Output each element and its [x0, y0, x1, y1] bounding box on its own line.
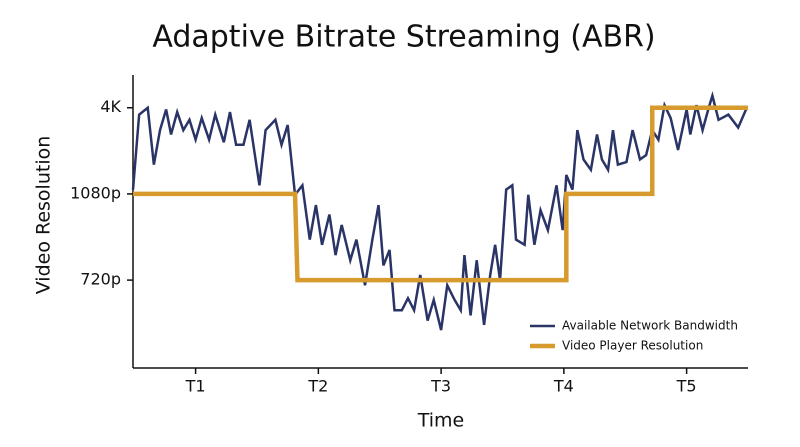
- x-tick-label: T1: [185, 377, 206, 396]
- y-axis-label: Video Resolution: [33, 136, 55, 295]
- x-tick-label: T3: [430, 377, 451, 396]
- x-tick-label: T2: [307, 377, 328, 396]
- legend-label: Video Player Resolution: [562, 339, 703, 353]
- legend-label: Available Network Bandwidth: [562, 319, 738, 333]
- y-tick-label: 4K: [100, 97, 121, 116]
- chart-title: Adaptive Bitrate Streaming (ABR): [152, 20, 655, 55]
- x-axis-label: Time: [417, 410, 465, 432]
- y-tick-label: 1080p: [70, 183, 121, 202]
- y-tick-label: 720p: [80, 270, 121, 289]
- series-line: [133, 105, 748, 283]
- series-line: [131, 91, 748, 331]
- x-tick-label: T5: [676, 377, 697, 396]
- x-tick-label: T4: [553, 377, 574, 396]
